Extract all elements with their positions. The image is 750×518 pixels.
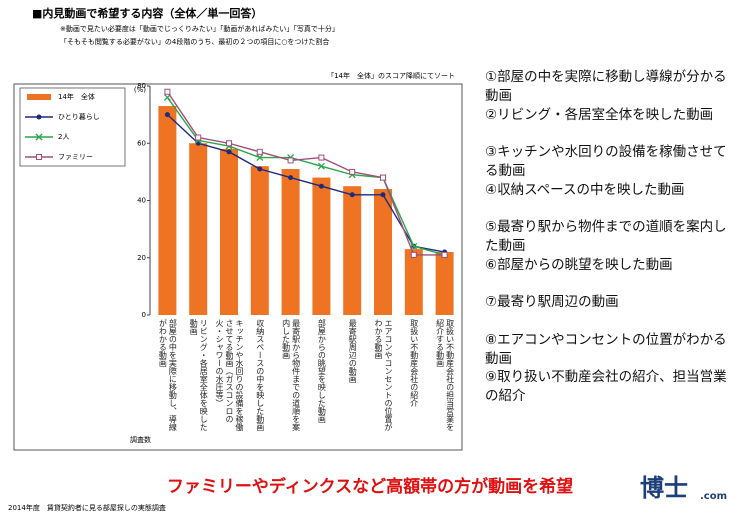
x-tick-label: 取扱い不動産会社の担当営業を紹介する動画	[435, 319, 455, 431]
y-tick-label: 40	[137, 197, 146, 205]
note: ※動画で見たい必要度は「動画でじっくりみたい」「動画があればみたい」「写真で十分…	[60, 24, 339, 33]
x-tick-wrap: 取扱い不動産会社の担当営業を紹介する動画	[429, 319, 460, 431]
marker	[318, 183, 324, 189]
headline: ファミリーやディンクスなど高額帯の方が動画を希望	[167, 476, 573, 497]
x-tick-label: 部屋からの眺望を映した動画	[317, 319, 327, 423]
x-tick-wrap: 最寄駅から物件までの道順を案内した動画	[275, 319, 306, 431]
marker	[226, 140, 232, 147]
y-tick-label: 80	[137, 82, 146, 90]
x-tick-wrap: エアコンやコンセントの位置がわかる動画	[368, 319, 399, 431]
title: ■内見動画で希望する内容（全体／単一回答）	[32, 6, 262, 20]
bar	[312, 177, 331, 315]
y-tick-label: 0	[142, 311, 146, 319]
marker	[288, 175, 294, 181]
list-item: ⑥部屋からの眺望を映した動画	[485, 256, 673, 273]
marker	[164, 88, 171, 95]
x-tick-wrap: キッチンや水回りの設備を稼働させてる動画（ガスコンロの火・シャワーの水圧等）	[214, 319, 245, 431]
marker	[317, 162, 325, 170]
x-tick-label: 収納スペースの中を映した動画	[255, 319, 265, 431]
logo-sub: .com	[700, 491, 727, 502]
list-item: ①部屋の中を実際に移動し導線が分かる動画	[485, 69, 727, 104]
x-tick-label: キッチンや水回りの設備を稼働させてる動画（ガスコンロの火・シャワーの水圧等）	[214, 319, 244, 431]
x-tick-wrap: 取扱い不動産会社の紹介	[398, 319, 429, 431]
list-item: ⑦最寄り駅周辺の動画	[485, 294, 619, 310]
bar	[158, 106, 177, 315]
marker	[349, 192, 355, 198]
x-tick-label: 最寄駅周辺の動画	[348, 319, 358, 383]
line	[166, 97, 445, 256]
marker	[318, 154, 325, 161]
legend-marker	[36, 154, 42, 160]
bar	[189, 143, 208, 315]
chart-frame	[13, 83, 463, 451]
list-item: ③キッチンや水回りの設備を稼働させてる動画	[485, 144, 727, 179]
legend-swatch	[27, 94, 51, 100]
legend-label: ひとり暮らし	[58, 112, 100, 121]
x-tick-wrap: 部屋の中を実際に移動し、導線がわかる動画	[152, 319, 183, 431]
x-tick-wrap: 最寄駅周辺の動画	[337, 319, 368, 431]
bar	[435, 252, 454, 315]
x-tick-label: 最寄駅から物件までの道順を案内した動画	[281, 319, 301, 431]
legend-box	[19, 87, 126, 167]
marker	[287, 157, 294, 164]
line	[166, 114, 445, 253]
line	[166, 91, 445, 256]
marker	[349, 168, 356, 175]
marker	[410, 251, 417, 258]
bar	[220, 148, 238, 315]
x-tick-wrap: 部屋からの眺望を映した動画	[306, 319, 337, 431]
legend-label: 14年 全体	[58, 92, 95, 101]
bar	[343, 186, 362, 315]
list-item: ⑧エアコンやコンセントの位置がわかる動画	[485, 331, 727, 367]
x-tick-wrap: リビング・各居室全体を映した動画	[183, 319, 214, 431]
bar	[374, 189, 392, 315]
marker	[226, 149, 232, 155]
y-tick-label: 60	[137, 139, 146, 147]
x-tick-label: リビング・各居室全体を映した動画	[189, 319, 209, 431]
marker	[441, 251, 448, 258]
base-label: 調査数	[130, 435, 151, 444]
marker	[195, 134, 202, 141]
legend-label: ファミリー	[58, 153, 93, 161]
x-tick-wrap: 収納スペースの中を映した動画	[244, 319, 275, 431]
list-item: ②リビング・各居室全体を映した動画	[485, 106, 714, 123]
note: 「そもそも閲覧する必要がない」の4段階のうち、最初の２つの項目に○をつけた割合	[60, 37, 329, 46]
legend-label: 2人	[58, 133, 69, 141]
list-item: ⑤最寄り駅から物件までの道順を案内した動画	[485, 219, 727, 254]
x-tick-label: エアコンやコンセントの位置がわかる動画	[373, 319, 393, 431]
legend-marker	[35, 133, 43, 141]
marker	[256, 154, 264, 162]
marker	[164, 112, 170, 118]
x-tick-label: 取扱い不動産会社の紹介	[409, 319, 419, 407]
list-item: ④収納スペースの中を映した動画	[485, 181, 685, 198]
logo: 博士	[640, 474, 688, 502]
x-tick-label: 部屋の中を実際に移動し、導線がわかる動画	[158, 319, 178, 431]
bar	[281, 169, 300, 315]
marker	[380, 174, 386, 181]
y-unit: (%)	[134, 86, 146, 94]
sort-note: 「14年 全体」のスコア降順にてソート	[327, 71, 455, 80]
marker	[256, 148, 263, 155]
legend-marker	[36, 114, 42, 120]
bar	[250, 166, 269, 315]
footer: 2014年度 賃貸契約者に見る部屋探しの実態調査	[8, 503, 166, 512]
marker	[257, 166, 263, 172]
list-item: ⑨取り扱い不動産会社の紹介、担当営業の紹介	[485, 369, 727, 404]
bar	[404, 249, 423, 315]
y-tick-label: 20	[137, 254, 146, 262]
marker	[380, 192, 386, 198]
